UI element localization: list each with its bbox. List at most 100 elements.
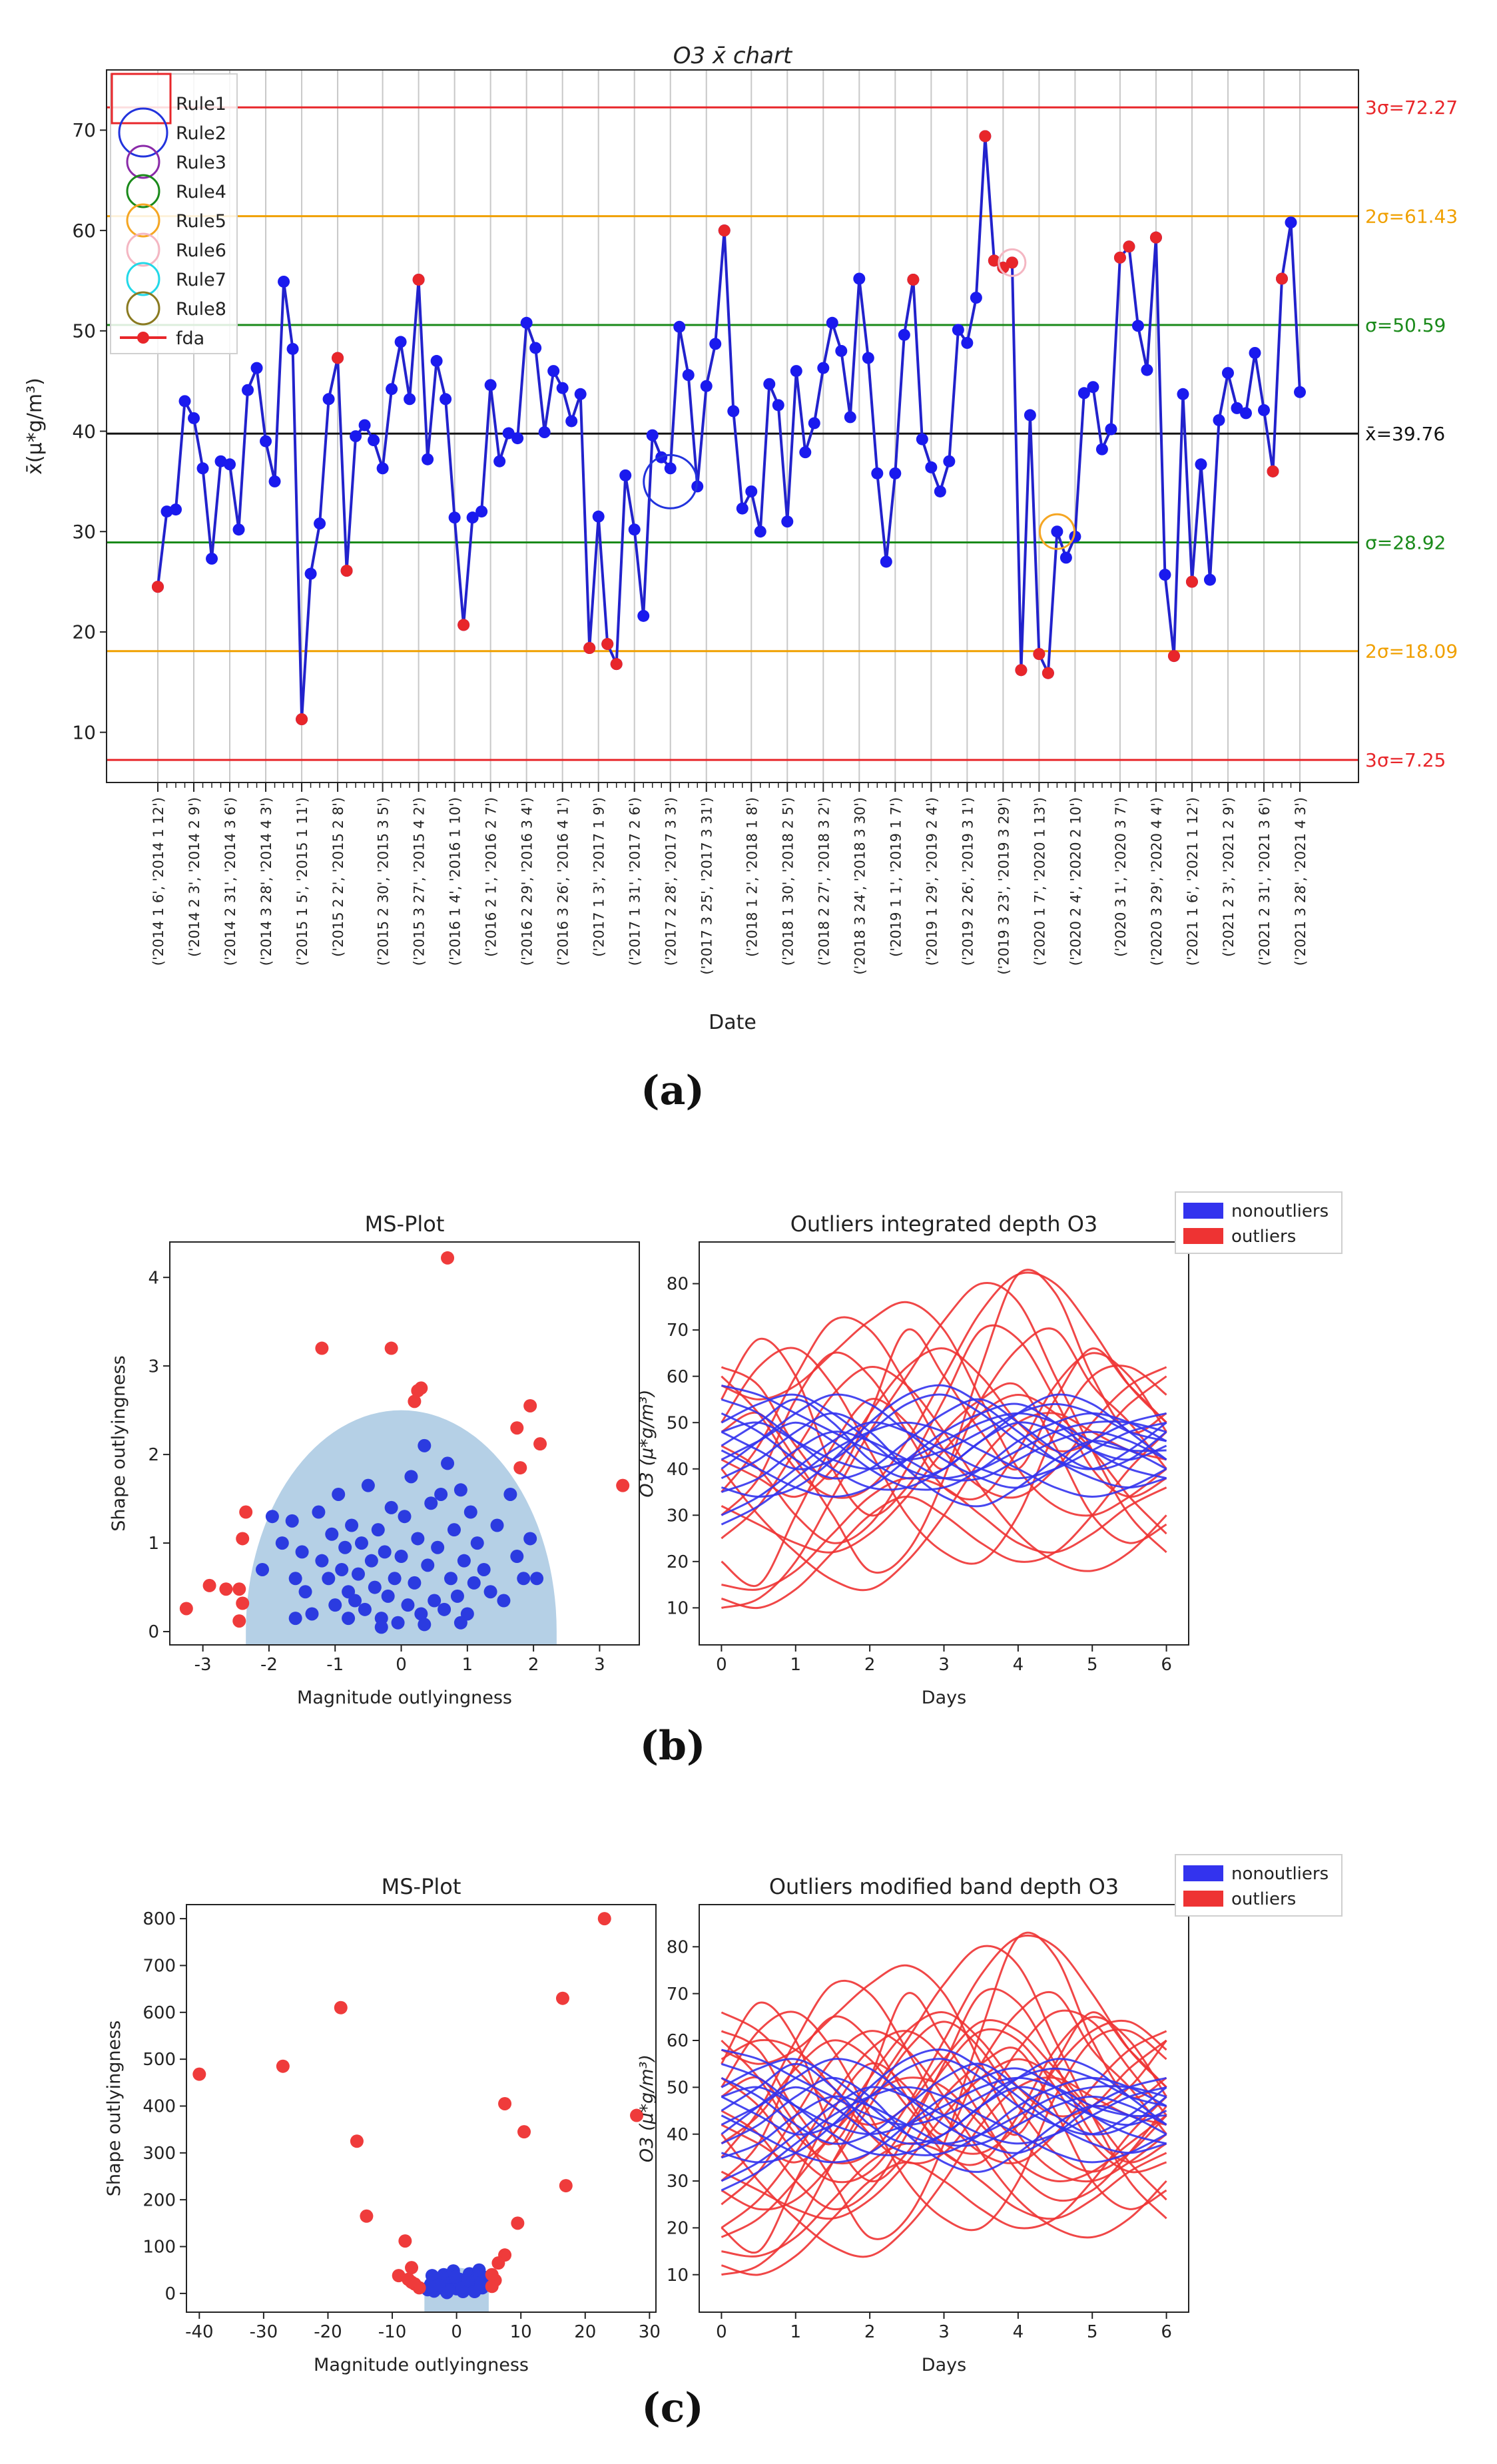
x-tick-label: ('2018 3 24', '2018 3 30') [852, 797, 868, 975]
inlier-point [265, 1510, 279, 1524]
legend-label: Rule6 [176, 240, 226, 261]
x-tick-label: ('2021 2 31', '2021 3 6') [1257, 797, 1273, 966]
outlier-point [405, 2261, 419, 2275]
x-tick-label: ('2014 2 3', '2014 2 9') [186, 797, 202, 957]
outlier-point [202, 1578, 216, 1592]
data-point [1203, 573, 1216, 586]
x-tick-label: ('2020 3 29', '2020 4 4') [1149, 797, 1165, 966]
control-limit-label: 2σ=18.09 [1365, 641, 1458, 663]
y-tick-label: 50 [667, 2078, 689, 2098]
inlier-point [428, 1594, 442, 1608]
data-point [322, 393, 335, 406]
x-axis-label: Date [709, 1011, 756, 1034]
data-point [781, 515, 794, 528]
y-tick-label: 200 [143, 2190, 176, 2210]
data-point [943, 455, 956, 467]
x-tick-label: ('2018 2 27', '2018 3 2') [816, 797, 832, 966]
outlier-point [510, 1421, 524, 1435]
ms-plot-modified-band-depth: -40 -30 -20 -10 0 10 20 30010020030040050060070… [104, 1874, 661, 2375]
data-point [242, 384, 254, 396]
nonoutlier-curve [721, 2058, 1167, 2145]
y-tick-label: 400 [143, 2097, 176, 2117]
legend-marker [126, 262, 160, 296]
nonoutlier-curve [721, 1412, 1167, 1470]
inlier-point [431, 1540, 445, 1554]
y-tick-label: 20 [667, 1552, 689, 1572]
x-tick-label: ('2015 3 27', '2015 4 2') [412, 797, 428, 966]
curve-area [721, 1269, 1167, 1610]
inlier-point [450, 1589, 464, 1603]
data-point [592, 510, 605, 523]
inlier-point [295, 1545, 309, 1559]
outlier-point [523, 1398, 537, 1412]
y-tick-label: 1 [148, 1534, 159, 1554]
outlier-curve [721, 1347, 1167, 1565]
outlier-curve [721, 1412, 1167, 1592]
data-point [925, 461, 938, 473]
y-axis-label: x̄(μ*g/m³) [23, 378, 47, 475]
data-point [898, 328, 910, 341]
x-tick-label: 6 [1161, 2322, 1172, 2342]
inlier-point [351, 1567, 365, 1581]
y-tick-label: 80 [667, 1275, 689, 1295]
data-point [664, 462, 677, 475]
outlier-point [597, 1912, 611, 1926]
outlier-point [315, 1341, 329, 1355]
data-point [475, 505, 488, 518]
x-tick-label: ('2021 3 28', '2021 4 3') [1293, 797, 1309, 966]
x-tick-label: ('2017 1 31', '2017 2 6') [627, 797, 643, 966]
inlier-point [288, 1572, 302, 1586]
fda-outlier-point [1267, 465, 1279, 477]
data-point [1257, 404, 1270, 416]
y-axis-label: O3 (μ*g/m³) [637, 1389, 657, 1497]
data-point [853, 272, 866, 285]
data-point [673, 320, 686, 333]
outlier-point [517, 2125, 531, 2139]
rule-marker-rule2 [643, 454, 699, 509]
inlier-point [398, 1510, 412, 1524]
inlier-point [325, 1527, 339, 1541]
y-tick-label: 70 [667, 1985, 689, 2004]
x-tick-label: ('2014 1 6', '2014 1 12') [150, 797, 166, 966]
inlier-point [461, 2274, 475, 2288]
x-tick-label: 3 [594, 1655, 605, 1675]
x-tick-label: -1 [326, 1655, 344, 1675]
inlier-point [378, 1545, 392, 1559]
y-tick-label: 100 [143, 2238, 176, 2258]
outlier-point [239, 1505, 253, 1519]
legend-label: fda [176, 328, 204, 349]
y-tick-label: 10 [667, 2266, 689, 2286]
x-tick-label: ('2020 1 7', '2020 1 13') [1032, 797, 1048, 966]
inlier-point [381, 1589, 395, 1603]
x-tick-label: ('2018 1 30', '2018 2 5') [780, 797, 796, 966]
legend-label: Rule4 [176, 182, 226, 202]
outlier-curve [721, 1991, 1167, 2254]
data-point [404, 393, 416, 406]
inlier-point [447, 1523, 461, 1537]
fda-outlier-point [1033, 648, 1046, 661]
x-axis-label: Days [922, 2355, 966, 2375]
outlier-curve [721, 1431, 1167, 1610]
fda-outlier-point [907, 273, 920, 286]
data-point [376, 462, 389, 475]
outlier-point [236, 1596, 250, 1610]
inlier-point [434, 1487, 448, 1501]
x-axis-label: Days [922, 1688, 966, 1708]
control-limit-label: 3σ=7.25 [1365, 749, 1446, 771]
inlier-point [411, 1532, 425, 1546]
fda-outlier-point [332, 352, 344, 364]
outlier-point [555, 1991, 569, 2005]
y-tick-label: 30 [667, 2172, 689, 2192]
inlier-point [256, 1562, 270, 1576]
fda-outlier-point [718, 224, 731, 237]
y-tick-label: 40 [667, 2125, 689, 2145]
x-tick-label: 20 [574, 2322, 596, 2342]
x-tick-label: 3 [938, 1655, 950, 1675]
data-point [484, 379, 497, 392]
fda-outlier-point [979, 130, 992, 143]
outlier-point [511, 2216, 525, 2230]
y-axis-label: Shape outlyingness [104, 2020, 125, 2196]
y-tick-label: 500 [143, 2050, 176, 2070]
data-point [1159, 569, 1171, 581]
x-tick-label: 5 [1087, 1655, 1098, 1675]
